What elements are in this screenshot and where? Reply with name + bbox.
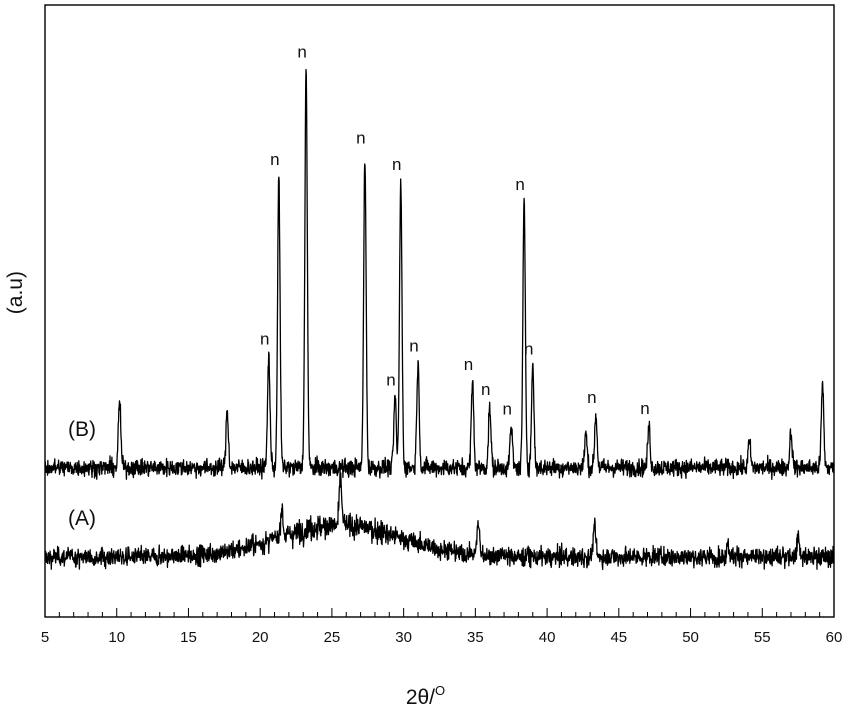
x-tick-label: 5 bbox=[41, 629, 49, 646]
x-axis-ticks: 5 10 15 20 25 30 35 40 45 50 55 60 bbox=[41, 608, 843, 646]
peak-label: n bbox=[260, 329, 269, 348]
x-axis-title-main: 2θ/ bbox=[406, 686, 435, 709]
series-label: (B) bbox=[68, 418, 96, 441]
x-tick-label: 20 bbox=[252, 629, 269, 646]
peak-label: n bbox=[481, 380, 490, 399]
peak-label: n bbox=[464, 355, 473, 374]
x-tick-label: 45 bbox=[610, 629, 627, 646]
series-line bbox=[44, 465, 835, 571]
peak-label: n bbox=[640, 399, 649, 418]
series-line bbox=[44, 68, 835, 480]
y-axis-title: (a.u) bbox=[4, 271, 27, 314]
peak-label: n bbox=[587, 388, 596, 407]
peak-label: n bbox=[502, 400, 511, 419]
x-tick-label: 30 bbox=[395, 629, 412, 646]
x-tick-label: 60 bbox=[826, 629, 843, 646]
peak-label: n bbox=[524, 340, 533, 359]
x-tick-label: 35 bbox=[467, 629, 484, 646]
x-axis-title: 2θ/O bbox=[406, 683, 445, 709]
peak-label: n bbox=[515, 175, 524, 194]
x-tick-label: 15 bbox=[180, 629, 197, 646]
x-tick-label: 55 bbox=[754, 629, 771, 646]
series-label: (A) bbox=[68, 507, 96, 530]
series-layer bbox=[44, 68, 835, 571]
peak-label: n bbox=[386, 370, 395, 389]
peak-label: n bbox=[409, 337, 418, 356]
x-tick-label: 25 bbox=[324, 629, 341, 646]
x-axis-title-superscript: O bbox=[435, 683, 445, 698]
peak-label: n bbox=[356, 129, 365, 148]
plot-frame bbox=[44, 4, 835, 618]
peak-label: n bbox=[392, 155, 401, 174]
x-tick-label: 40 bbox=[539, 629, 556, 646]
x-tick-label: 50 bbox=[682, 629, 699, 646]
x-tick-label: 10 bbox=[108, 629, 125, 646]
peak-label: n bbox=[270, 150, 279, 169]
peak-label: n bbox=[297, 42, 306, 61]
